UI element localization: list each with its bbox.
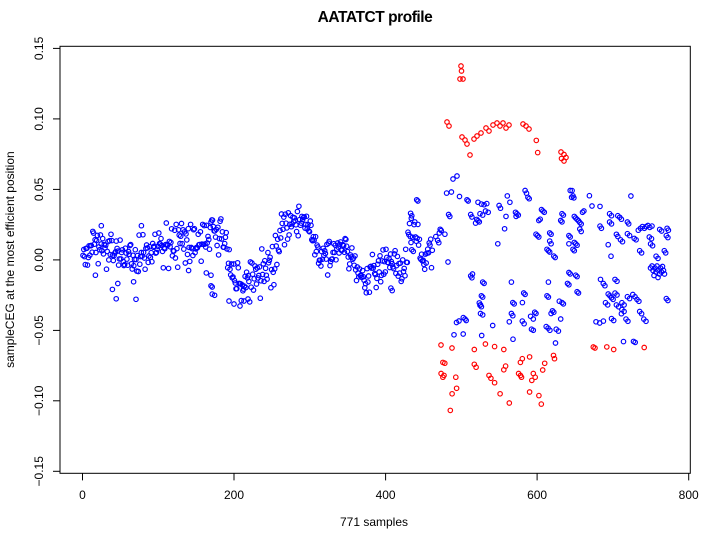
svg-text:0.05: 0.05 (32, 177, 46, 201)
svg-text:0.10: 0.10 (32, 107, 46, 131)
svg-text:200: 200 (224, 488, 244, 502)
svg-text:0: 0 (79, 488, 86, 502)
svg-text:800: 800 (679, 488, 699, 502)
svg-text:400: 400 (376, 488, 396, 502)
svg-text:771 samples: 771 samples (340, 515, 408, 529)
svg-text:0.00: 0.00 (32, 248, 46, 272)
svg-text:AATATCT profile: AATATCT profile (318, 9, 433, 26)
svg-text:0.15: 0.15 (32, 36, 46, 60)
svg-text:sampleCEG at the most efficien: sampleCEG at the most efficient position (3, 151, 17, 368)
svg-text:−0.05: −0.05 (32, 315, 46, 346)
svg-text:−0.15: −0.15 (32, 456, 46, 487)
svg-text:−0.10: −0.10 (32, 385, 46, 416)
svg-text:600: 600 (527, 488, 547, 502)
